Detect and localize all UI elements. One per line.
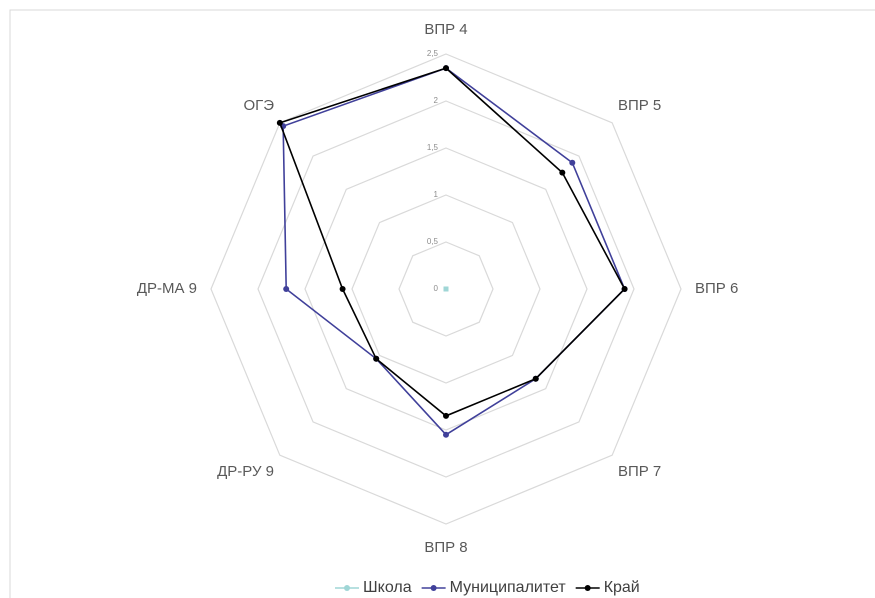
axis-label: ВПР 5 xyxy=(618,97,661,114)
series-line xyxy=(278,67,626,417)
point xyxy=(532,375,539,382)
point xyxy=(443,65,449,72)
legend-label: Школа xyxy=(363,579,412,596)
tick-label: 0 xyxy=(434,284,439,293)
axis-label: ОГЭ xyxy=(243,97,274,114)
point xyxy=(443,286,449,292)
legend-label: Муниципалитет xyxy=(450,579,567,596)
axis-label: ВПР 6 xyxy=(695,280,738,297)
legend-marker xyxy=(344,585,350,591)
axis-label: ВПР 7 xyxy=(618,463,661,480)
point xyxy=(443,412,449,419)
point xyxy=(339,286,346,292)
point xyxy=(569,159,576,166)
point xyxy=(283,286,290,292)
grid-ring xyxy=(398,241,494,337)
legend-label: Край xyxy=(604,579,640,596)
point xyxy=(276,119,283,126)
tick-label: 2,5 xyxy=(427,49,439,58)
tick-label: 1,5 xyxy=(427,143,439,152)
point xyxy=(559,169,566,176)
axis-label: ДР-РУ 9 xyxy=(217,463,274,480)
point xyxy=(373,355,380,362)
grid-ring xyxy=(304,147,588,431)
axis-label: ДР-МА 9 xyxy=(137,280,197,297)
tick-label: 2 xyxy=(434,96,439,105)
point xyxy=(443,431,449,438)
grid-ring xyxy=(257,100,635,478)
legend-marker xyxy=(584,585,591,591)
chart-frame xyxy=(9,9,875,598)
axis-label: ВПР 4 xyxy=(424,21,467,38)
grid-ring xyxy=(351,194,541,384)
tick-label: 1 xyxy=(434,190,439,199)
grid-ring xyxy=(210,53,682,525)
legend-marker xyxy=(430,585,437,591)
point xyxy=(621,286,628,292)
axis-label: ВПР 8 xyxy=(424,539,467,556)
tick-label: 0,5 xyxy=(427,237,439,246)
